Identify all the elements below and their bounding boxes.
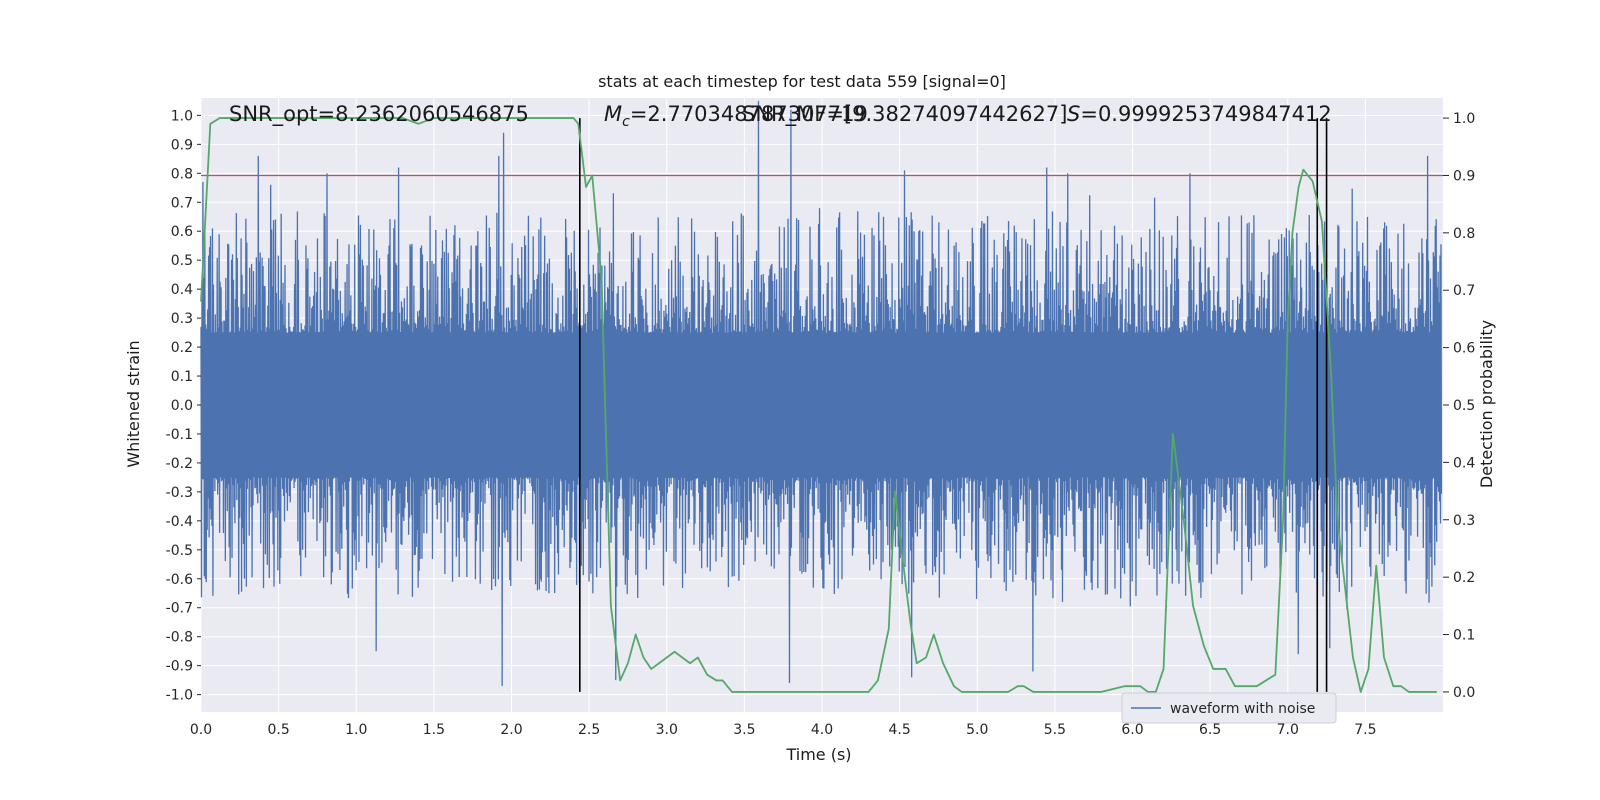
x-tick-label: 7.0 bbox=[1277, 722, 1299, 738]
x-tick-label: 1.0 bbox=[345, 722, 367, 738]
x-tick-label: 2.5 bbox=[578, 722, 600, 738]
x-tick-label: 3.0 bbox=[656, 722, 678, 738]
y2-tick-label: 0.8 bbox=[1453, 226, 1475, 242]
y-tick-label: -0.6 bbox=[166, 572, 193, 588]
y2-tick-label: 0.4 bbox=[1453, 455, 1475, 471]
y-tick-label: -0.4 bbox=[166, 514, 193, 530]
x-tick-label: 7.5 bbox=[1354, 722, 1376, 738]
y-tick-label: 0.5 bbox=[171, 253, 193, 269]
y-tick-label: 0.4 bbox=[171, 282, 193, 298]
y-axis-label: Whitened strain bbox=[124, 340, 143, 467]
y2-tick-label: 1.0 bbox=[1453, 111, 1475, 127]
probability-line bbox=[200, 117, 1437, 693]
x-axis-label: Time (s) bbox=[785, 745, 851, 764]
y2-tick-label: 0.7 bbox=[1453, 283, 1475, 299]
chirp-mass-annotation: Mc=2.770348787307719 bbox=[604, 102, 868, 130]
x-tick-label: 2.0 bbox=[500, 722, 522, 738]
snr-mf-annotation: SNR_MF=[9.38274097442627] bbox=[742, 102, 1067, 127]
waveform-line bbox=[200, 100, 1443, 686]
x-tick-label: 6.5 bbox=[1199, 722, 1221, 738]
y-tick-label: 0.1 bbox=[171, 369, 193, 385]
y-tick-label: -0.3 bbox=[166, 485, 193, 501]
axes: 0.0 0.5 1.0 1.5 2.0 2.5 3.0 3.5 4.0 4.5 5.0 5.5 6.0 6… bbox=[166, 108, 1476, 738]
x-tick-label: 6.0 bbox=[1121, 722, 1143, 738]
reference-lines bbox=[201, 118, 1443, 692]
y-tick-label: -0.1 bbox=[166, 427, 193, 443]
y2-tick-label: 0.5 bbox=[1453, 398, 1475, 414]
x-tick-label: 5.0 bbox=[966, 722, 988, 738]
y2-tick-label: 0.6 bbox=[1453, 341, 1475, 357]
x-tick-label: 0.0 bbox=[190, 722, 212, 738]
y-tick-label: -0.9 bbox=[166, 659, 193, 675]
legend: waveform with noise bbox=[1121, 692, 1337, 724]
x-tick-label: 3.5 bbox=[733, 722, 755, 738]
y2-tick-label: 0.1 bbox=[1453, 628, 1475, 644]
y2-tick-label: 0.0 bbox=[1453, 685, 1475, 701]
y2-tick-label: 0.9 bbox=[1453, 168, 1475, 184]
x-tick-label: 4.0 bbox=[811, 722, 833, 738]
y-tick-label: 0.9 bbox=[171, 137, 193, 153]
y-tick-label: -0.2 bbox=[166, 456, 193, 472]
x-tick-label: 4.5 bbox=[888, 722, 910, 738]
snr-opt-annotation: SNR_opt=8.2362060546875 bbox=[229, 102, 529, 127]
y-tick-label: 0.8 bbox=[171, 166, 193, 182]
x-tick-label: 1.5 bbox=[423, 722, 445, 738]
chart-title: stats at each timestep for test data 559… bbox=[598, 72, 1006, 91]
y2-tick-label: 0.3 bbox=[1453, 513, 1475, 529]
y-tick-label: -0.5 bbox=[166, 543, 193, 559]
y2-tick-label: 0.2 bbox=[1453, 570, 1475, 586]
y-tick-label: -1.0 bbox=[166, 688, 193, 704]
legend-label: waveform with noise bbox=[1170, 701, 1315, 717]
legend-box bbox=[1121, 692, 1337, 724]
y2-axis-label: Detection probability bbox=[1477, 320, 1496, 488]
y-tick-label: 0.0 bbox=[171, 398, 193, 414]
y-tick-label: 0.7 bbox=[171, 195, 193, 211]
waveform-series bbox=[200, 100, 1443, 686]
y-tick-label: 1.0 bbox=[171, 108, 193, 124]
x-tick-label: 5.5 bbox=[1044, 722, 1066, 738]
probability-series bbox=[200, 117, 1437, 693]
y-tick-label: 0.3 bbox=[171, 311, 193, 327]
y-tick-label: 0.6 bbox=[171, 224, 193, 240]
y-tick-label: -0.8 bbox=[166, 630, 193, 646]
s-statistic-annotation: S=0.9999253749847412 bbox=[1067, 102, 1332, 126]
y-tick-label: 0.2 bbox=[171, 340, 193, 356]
x-tick-label: 0.5 bbox=[267, 722, 289, 738]
y-tick-label: -0.7 bbox=[166, 601, 193, 617]
annotation-row: SNR_opt=8.2362060546875 Mc=2.77034878730… bbox=[229, 102, 1332, 130]
